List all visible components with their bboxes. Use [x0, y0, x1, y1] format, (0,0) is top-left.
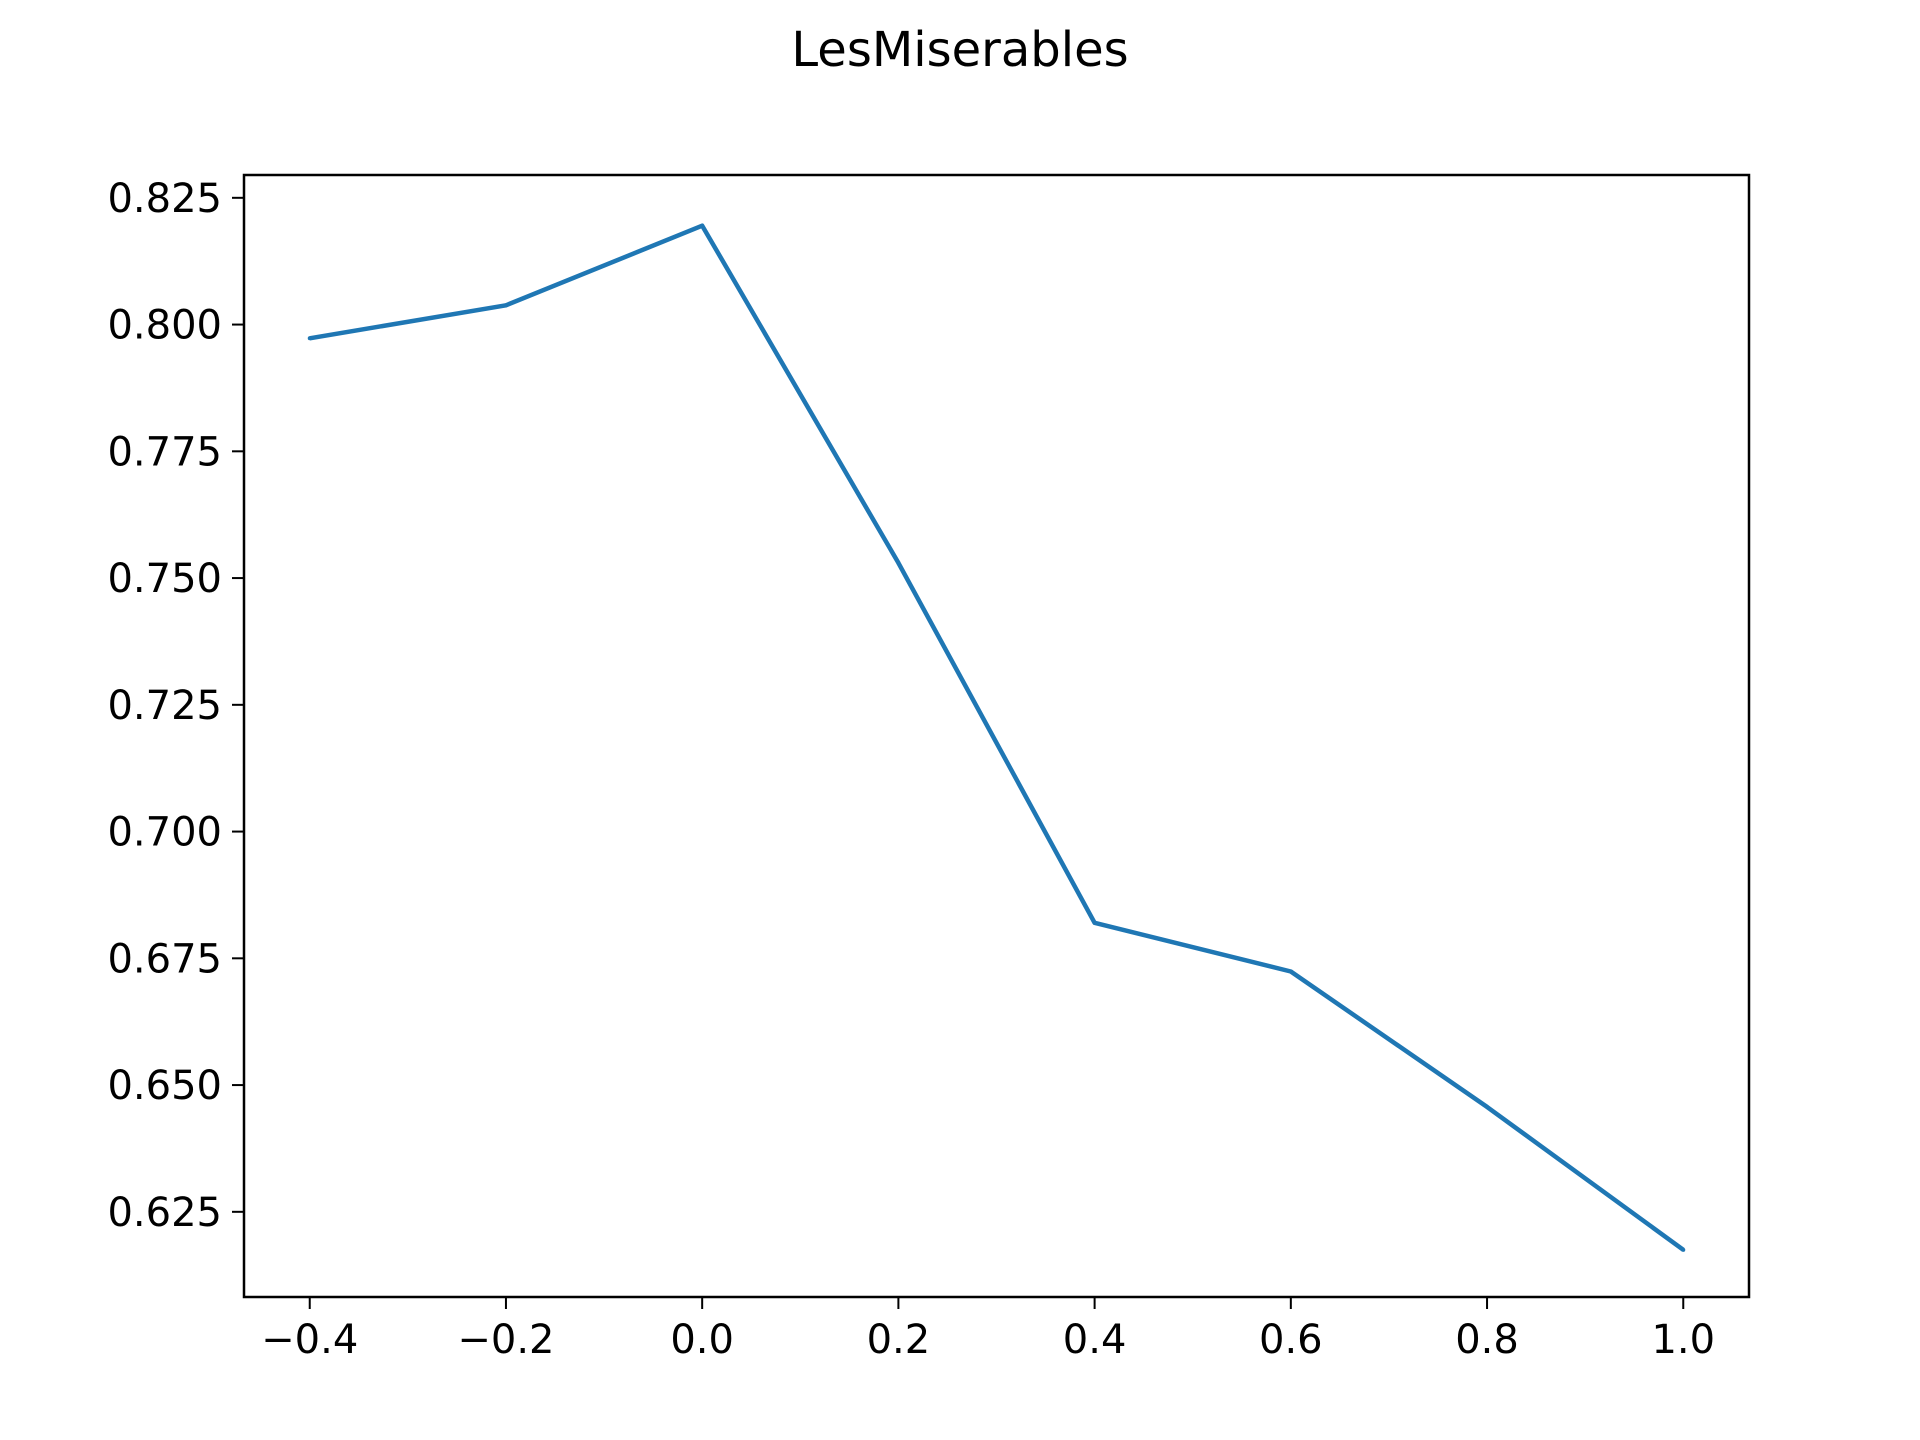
data-point: [700, 223, 705, 228]
x-tick-label: 1.0: [1651, 1317, 1715, 1363]
x-tick-label: −0.2: [457, 1317, 554, 1363]
x-tick-label: 0.8: [1455, 1317, 1519, 1363]
y-tick-label: 0.800: [107, 303, 222, 349]
x-tick-label: 0.6: [1259, 1317, 1323, 1363]
data-point: [1288, 969, 1293, 974]
y-tick-label: 0.775: [107, 429, 222, 475]
x-tick-label: −0.4: [261, 1317, 358, 1363]
y-axis: 0.625 0.650 0.675 0.700 0.725 0.750 0.775 0.800…: [107, 176, 244, 1236]
chart-title: LesMiserables: [791, 22, 1129, 78]
data-point: [1092, 920, 1097, 925]
y-tick-label: 0.700: [107, 810, 222, 856]
y-tick-label: 0.725: [107, 683, 222, 729]
y-tick-label: 0.750: [107, 556, 222, 602]
plot-frame: [242, 173, 1751, 1299]
y-tick-label: 0.825: [107, 176, 222, 222]
y-tick-label: 0.675: [107, 936, 222, 982]
series-line: [309, 223, 1685, 1252]
series-layer: [307, 223, 1686, 1252]
data-point: [896, 560, 901, 565]
data-point: [307, 336, 312, 341]
x-tick-label: 0.2: [867, 1317, 931, 1363]
x-tick-label: 0.4: [1063, 1317, 1127, 1363]
x-tick-label: 0.0: [670, 1317, 734, 1363]
data-point: [503, 303, 508, 308]
data-point: [1485, 1104, 1490, 1109]
y-tick-label: 0.650: [107, 1063, 222, 1109]
data-point: [1681, 1247, 1686, 1252]
y-tick-label: 0.625: [107, 1190, 222, 1236]
x-axis: −0.4 −0.2 0.0 0.2 0.4 0.6 0.8 1.0: [261, 1297, 1715, 1363]
